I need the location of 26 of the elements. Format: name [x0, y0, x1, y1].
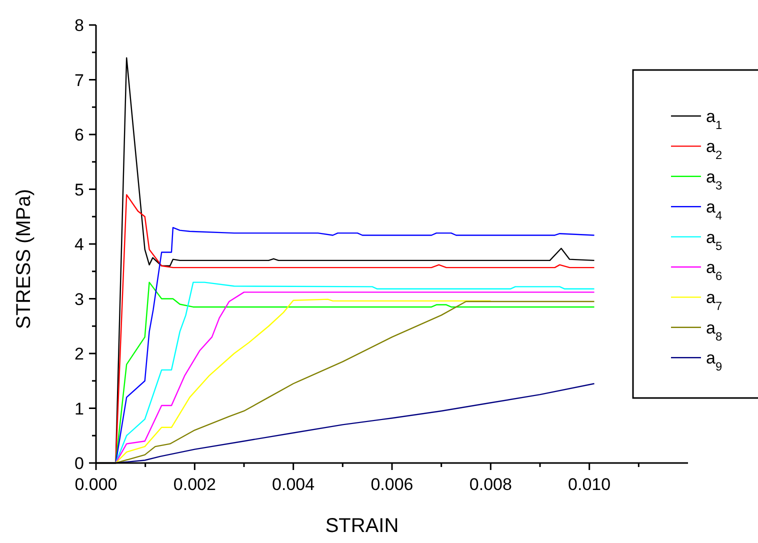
y-tick-label: 0	[74, 454, 84, 473]
y-tick-label: 7	[74, 70, 84, 90]
legend-label: a$_{6}$	[706, 258, 722, 283]
x-tick-label: 0.008	[469, 475, 512, 494]
x-tick-label: 0.004	[272, 475, 315, 494]
legend-label: a$_{8}$	[706, 318, 722, 344]
x-tick-label: 0.002	[173, 475, 216, 494]
x-tick-label: 0.000	[74, 475, 118, 494]
y-tick-label: 3	[74, 290, 84, 309]
legend-label: a$_{9}$	[706, 348, 722, 374]
x-tick-label: 0.006	[370, 475, 414, 494]
legend-label: a$_{5}$	[706, 228, 722, 253]
legend-label: a$_{2}$	[706, 137, 722, 162]
y-tick-label: 2	[74, 344, 84, 364]
legend-label: a$_{3}$	[706, 167, 722, 192]
legend-label: a$_{1}$	[706, 107, 722, 132]
legend-label: a$_{7}$	[706, 288, 722, 314]
legend-label: a$_{4}$	[706, 198, 722, 223]
y-axis-title: STRESS (MPa)	[13, 188, 35, 330]
x-tick-label: 0.010	[568, 475, 611, 494]
y-tick-label: 1	[74, 399, 84, 418]
y-tick-label: 4	[74, 235, 84, 254]
y-tick-label: 8	[74, 16, 84, 35]
y-tick-label: 5	[74, 180, 84, 200]
x-axis-title: STRAIN	[325, 515, 399, 537]
y-tick-label: 6	[74, 126, 84, 144]
